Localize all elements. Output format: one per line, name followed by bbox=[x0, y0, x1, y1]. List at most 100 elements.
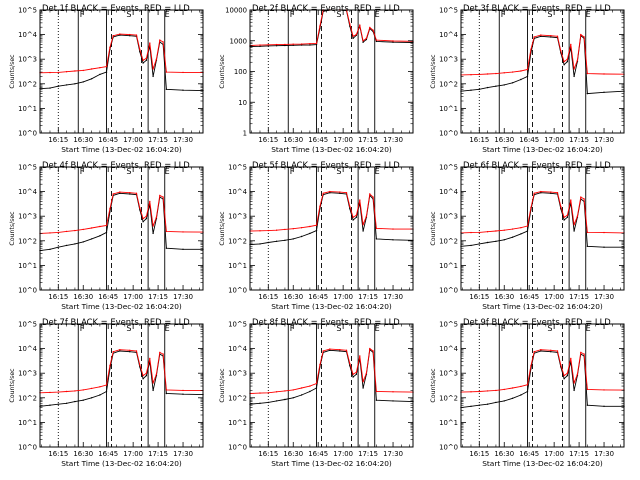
x-tick-label: 16:45 bbox=[519, 293, 539, 301]
data-point-lld bbox=[162, 353, 164, 355]
data-point-lld bbox=[319, 364, 321, 366]
series-lld bbox=[460, 33, 625, 76]
marker-label-s: S bbox=[126, 324, 131, 333]
data-point-lld bbox=[142, 217, 144, 220]
x-tick-label: 16:30 bbox=[73, 450, 93, 458]
data-point-events bbox=[105, 71, 108, 73]
data-point-lld bbox=[162, 41, 164, 43]
data-point-events bbox=[105, 231, 108, 234]
data-point-events bbox=[129, 193, 131, 195]
x-tick-label: 16:15 bbox=[48, 293, 68, 301]
data-point-lld bbox=[329, 190, 331, 193]
data-point-events bbox=[119, 350, 121, 352]
data-point-lld bbox=[375, 227, 378, 230]
data-point-lld bbox=[139, 207, 141, 209]
y-tick-label: 10^3 bbox=[228, 213, 247, 221]
data-point-lld bbox=[155, 58, 158, 60]
x-tick-label: 17:00 bbox=[123, 136, 143, 144]
y-tick-label: 10^3 bbox=[18, 370, 37, 378]
data-point-events bbox=[119, 192, 121, 194]
x-axis-label: Start Time (13-Dec-02 16:04:20) bbox=[482, 302, 603, 311]
data-point-lld bbox=[349, 205, 351, 208]
data-point-events bbox=[292, 238, 294, 240]
data-point-lld bbox=[355, 33, 358, 36]
x-tick-label: 16:30 bbox=[73, 293, 93, 301]
data-point-events bbox=[309, 390, 311, 393]
y-tick-label: 10^3 bbox=[18, 213, 37, 221]
data-point-lld bbox=[152, 225, 154, 227]
data-point-lld bbox=[105, 384, 108, 386]
data-point-lld bbox=[49, 232, 51, 234]
data-point-lld bbox=[57, 71, 59, 74]
data-point-lld bbox=[275, 229, 278, 231]
data-point-lld bbox=[478, 231, 480, 234]
data-point-lld bbox=[603, 231, 605, 234]
data-point-events bbox=[520, 394, 522, 396]
data-point-events bbox=[292, 397, 294, 399]
data-point-lld bbox=[365, 372, 368, 374]
data-point-lld bbox=[309, 385, 311, 387]
x-tick-label: 16:45 bbox=[98, 450, 118, 458]
data-point-events bbox=[152, 389, 154, 392]
y-tick-label: 10^1 bbox=[228, 262, 247, 270]
data-point-events bbox=[375, 40, 378, 43]
x-tick-label: 16:15 bbox=[469, 450, 489, 458]
x-tick-label: 16:30 bbox=[283, 136, 303, 144]
data-point-events bbox=[470, 89, 472, 91]
data-point-lld bbox=[159, 39, 161, 41]
data-point-events bbox=[339, 350, 341, 352]
data-point-lld bbox=[275, 43, 278, 46]
data-point-events bbox=[82, 81, 84, 83]
marker-label-e: E bbox=[165, 324, 170, 333]
data-point-lld bbox=[573, 68, 575, 70]
data-point-lld bbox=[540, 34, 542, 36]
y-tick-label: 10^4 bbox=[18, 31, 37, 39]
data-point-lld bbox=[182, 231, 184, 233]
data-point-events bbox=[503, 84, 505, 86]
y-tick-label: 10^1 bbox=[439, 262, 458, 270]
x-tick-label: 17:00 bbox=[544, 450, 564, 458]
data-point-lld bbox=[74, 229, 76, 232]
data-point-lld bbox=[267, 229, 269, 232]
data-point-lld bbox=[486, 231, 489, 233]
data-point-events bbox=[267, 45, 269, 47]
data-point-lld bbox=[533, 36, 535, 38]
panel-title: Det 1f BLACK = Events, RED = LLD bbox=[42, 3, 190, 13]
data-point-events bbox=[292, 44, 294, 46]
data-point-lld bbox=[556, 35, 559, 37]
data-point-events bbox=[550, 192, 552, 194]
panel-title: Det 9f BLACK = Events, RED = LLD bbox=[463, 317, 611, 327]
y-tick-label: 10^5 bbox=[439, 164, 458, 172]
data-point-lld bbox=[359, 199, 361, 201]
x-tick-label: 17:15 bbox=[148, 136, 168, 144]
data-point-events bbox=[503, 239, 505, 241]
data-point-lld bbox=[355, 214, 358, 216]
data-point-lld bbox=[149, 42, 151, 44]
data-point-events bbox=[300, 394, 303, 396]
y-tick-label: 10^3 bbox=[18, 56, 37, 64]
x-tick-label: 16:45 bbox=[308, 293, 328, 301]
data-point-lld bbox=[573, 224, 575, 226]
data-point-lld bbox=[329, 348, 331, 350]
data-point-events bbox=[526, 230, 529, 232]
data-point-events bbox=[603, 405, 605, 407]
data-point-events bbox=[375, 399, 378, 401]
x-tick-label: 16:15 bbox=[258, 293, 278, 301]
data-point-lld bbox=[369, 347, 371, 350]
y-tick-label: 10^5 bbox=[18, 164, 37, 172]
data-point-lld bbox=[90, 227, 93, 229]
data-point-lld bbox=[155, 216, 158, 218]
data-point-events bbox=[392, 400, 394, 402]
plot-frame bbox=[249, 166, 414, 291]
data-point-lld bbox=[503, 229, 505, 231]
data-point-lld bbox=[315, 42, 318, 45]
marker-label-s: S bbox=[126, 167, 131, 176]
data-point-events bbox=[520, 233, 522, 235]
data-point-lld bbox=[49, 391, 51, 394]
